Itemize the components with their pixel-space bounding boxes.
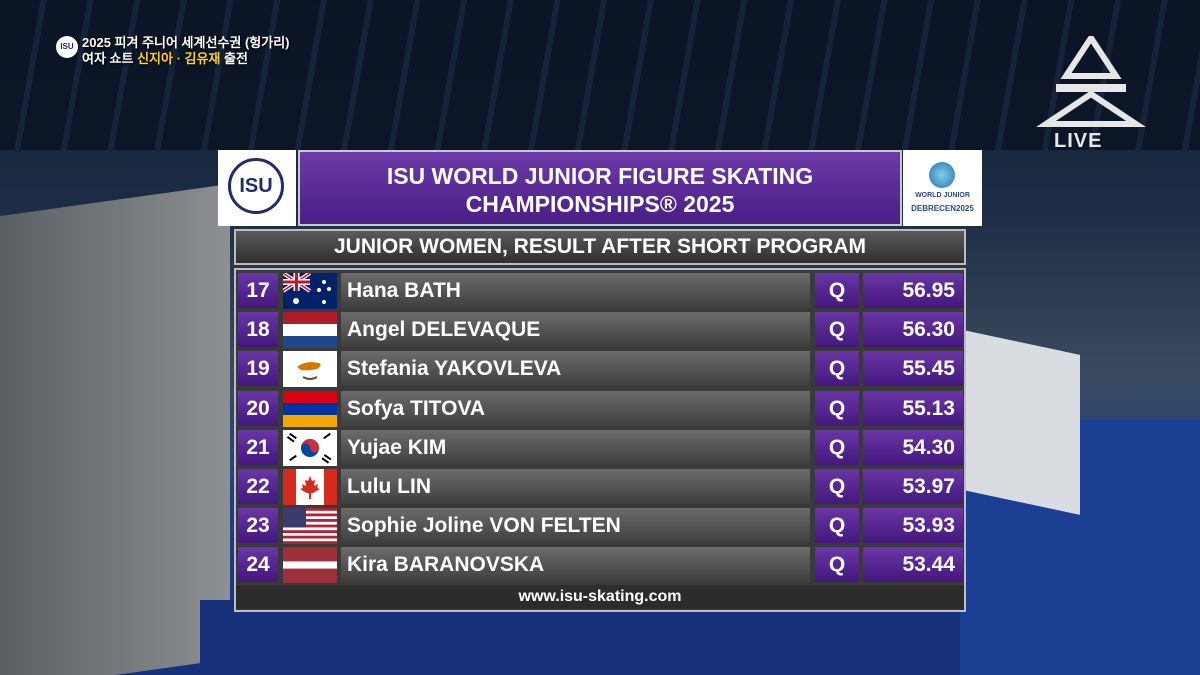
- event-logo: WORLD JUNIOR DEBRECEN2025: [903, 150, 982, 226]
- rank: 20: [238, 390, 278, 426]
- flag: [283, 273, 337, 309]
- flag: [283, 547, 337, 584]
- score: 53.93: [863, 508, 963, 544]
- overlay-logo: ISU: [56, 36, 78, 58]
- flag: [283, 469, 337, 505]
- logo-shape: [1056, 84, 1126, 92]
- skater-name: Lulu LIN: [341, 469, 810, 504]
- skater-name: Hana BATH: [341, 273, 810, 308]
- score: 54.30: [863, 429, 963, 465]
- flag: [283, 508, 337, 545]
- rank: 19: [238, 351, 278, 387]
- rank: 21: [238, 429, 278, 465]
- arena-ceiling: [0, 0, 1200, 150]
- qualification: Q: [815, 508, 859, 544]
- score: 53.97: [863, 469, 963, 504]
- overlay-title: 2025 피겨 주니어 세계선수권 (헝가리): [82, 35, 290, 50]
- skater-name: Sophie Joline VON FELTEN: [341, 508, 810, 544]
- qualification: Q: [815, 312, 859, 348]
- isu-logo: ISU: [228, 158, 284, 214]
- logo-shape: [1036, 90, 1146, 127]
- rank: 23: [238, 508, 278, 544]
- arena-wall: [0, 183, 230, 675]
- header-title: ISU WORLD JUNIOR FIGURE SKATING CHAMPION…: [298, 150, 902, 226]
- flag: [283, 312, 337, 349]
- skater-name: Kira BARANOVSKA: [341, 547, 810, 583]
- flag: [283, 351, 337, 388]
- arena-floor: [200, 600, 960, 675]
- event-globe: [929, 162, 955, 188]
- qualification: Q: [815, 351, 859, 387]
- footer-url: www.isu-skating.com: [236, 585, 964, 609]
- qualification: Q: [815, 429, 859, 465]
- flag: [283, 429, 337, 466]
- title-line: CHAMPIONSHIPS® 2025: [465, 191, 735, 217]
- skater-name: Yujae KIM: [341, 429, 810, 465]
- live-badge: LIVE: [1054, 130, 1103, 152]
- skater-name: Angel DELEVAQUE: [341, 312, 810, 348]
- rank: 18: [238, 312, 278, 348]
- logo-shape: [1060, 36, 1122, 79]
- title-line: ISU WORLD JUNIOR FIGURE SKATING: [386, 163, 814, 189]
- score: 53.44: [863, 547, 963, 583]
- score: 56.30: [863, 312, 963, 348]
- qualification: Q: [815, 469, 859, 504]
- flag: [283, 390, 337, 427]
- broadcaster-logo: [1036, 36, 1146, 127]
- skater-name: Sofya TITOVA: [341, 390, 810, 426]
- score: 55.45: [863, 351, 963, 387]
- header-subtitle: JUNIOR WOMEN, RESULT AFTER SHORT PROGRAM: [234, 229, 966, 265]
- score: 55.13: [863, 390, 963, 426]
- skater-name: Stefania YAKOVLEVA: [341, 351, 810, 387]
- event-logo-text: WORLD JUNIOR: [915, 192, 970, 199]
- rank: 22: [238, 469, 278, 504]
- score: 56.95: [863, 273, 963, 308]
- overlay-names: 신지아 · 김유재: [137, 51, 221, 66]
- overlay-suffix: 출전: [224, 51, 248, 66]
- overlay-prefix: 여자 쇼트: [82, 51, 134, 66]
- rank: 17: [238, 273, 278, 308]
- qualification: Q: [815, 547, 859, 583]
- qualification: Q: [815, 273, 859, 308]
- rank: 24: [238, 547, 278, 583]
- overlay-subtitle: 여자 쇼트 신지아 · 김유재 출전: [82, 48, 248, 67]
- event-logo-text: DEBRECEN2025: [911, 204, 974, 213]
- qualification: Q: [815, 390, 859, 426]
